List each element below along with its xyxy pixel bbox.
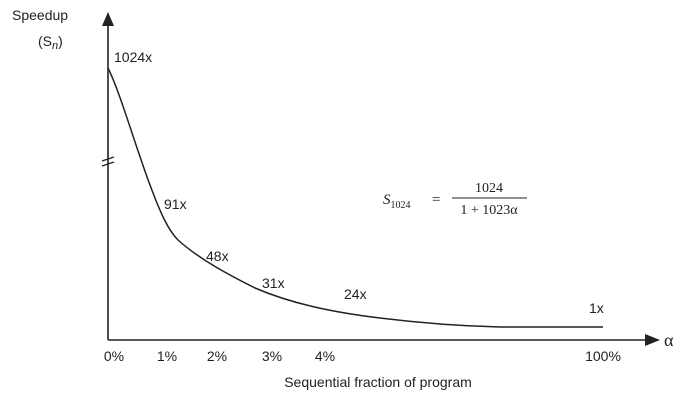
x-tick-label: 4%: [315, 348, 335, 364]
x-axis-title: Sequential fraction of program: [284, 374, 472, 390]
formula-equals: =: [432, 192, 440, 208]
x-axis-arrowhead: [645, 334, 660, 346]
speedup-curve: [107, 67, 603, 328]
data-label: 1x: [589, 300, 604, 316]
data-label: 24x: [344, 286, 367, 302]
x-tick-labels: 0% 1% 2% 3% 4% 100%: [104, 348, 621, 364]
x-tick-label: 0%: [104, 348, 124, 364]
x-tick-label: 100%: [585, 348, 621, 364]
y-axis-arrowhead: [102, 12, 114, 26]
y-axis-title-line1: Speedup: [12, 7, 68, 23]
data-label: 1024x: [114, 49, 152, 65]
data-labels: 1024x 91x 48x 31x 24x 1x: [114, 49, 604, 316]
data-label: 31x: [262, 275, 285, 291]
formula-lhs: S1024: [383, 192, 411, 211]
formula-numerator: 1024: [475, 181, 503, 196]
y-axis-break: [101, 156, 115, 167]
axes: [101, 12, 660, 346]
formula-denominator: 1 + 1023α: [460, 203, 518, 218]
y-axis-title-line2: (Sn): [38, 33, 63, 52]
x-tick-label: 1%: [157, 348, 177, 364]
data-label: 48x: [206, 248, 229, 264]
x-tick-label: 2%: [207, 348, 227, 364]
data-label: 91x: [164, 196, 187, 212]
speedup-formula: S1024 = 1024 1 + 1023α: [383, 181, 527, 218]
x-axis-symbol: α: [664, 330, 674, 350]
x-tick-label: 3%: [262, 348, 282, 364]
